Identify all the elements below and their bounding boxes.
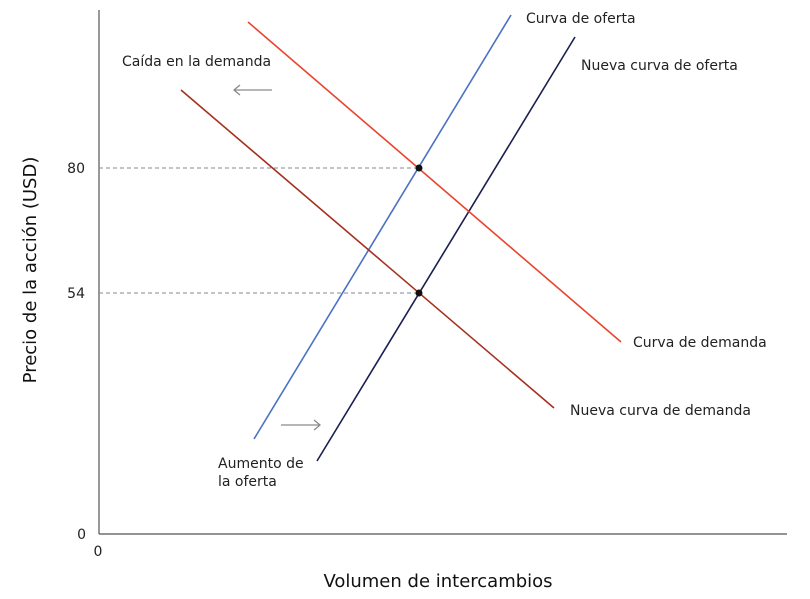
y-axis-title: Precio de la acción (USD): [20, 157, 41, 384]
supply-shift-label-line1: Aumento de: [218, 456, 304, 472]
new-demand-curve: [180, 89, 555, 409]
x-axis-title: Volumen de intercambios: [323, 571, 552, 592]
supply-shift-label-line2: la oferta: [218, 474, 277, 490]
demand-shift-label: Caída en la demanda: [122, 54, 271, 70]
series-label-new-demand: Nueva curva de demanda: [570, 403, 751, 419]
demand-curve: [247, 21, 622, 343]
series-label-demand: Curva de demanda: [633, 335, 767, 351]
y-tick-label-54: 54: [67, 286, 85, 302]
series-label-new-supply: Nueva curva de oferta: [581, 58, 738, 74]
equilibrium-point-original: [415, 164, 423, 172]
y-tick-label-0: 0: [77, 527, 86, 543]
supply-curve: [253, 14, 512, 440]
equilibrium-point-new: [415, 289, 423, 297]
series-label-supply: Curva de oferta: [526, 11, 636, 27]
new-supply-curve: [316, 36, 576, 462]
x-tick-label-0: 0: [94, 544, 103, 560]
demand-shift-arrow: [232, 84, 272, 96]
y-tick-label-80: 80: [67, 161, 85, 177]
supply-shift-arrow: [281, 419, 322, 431]
